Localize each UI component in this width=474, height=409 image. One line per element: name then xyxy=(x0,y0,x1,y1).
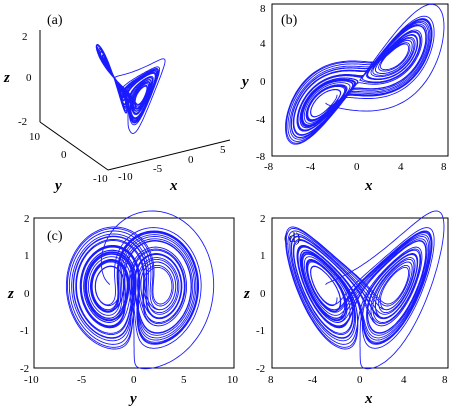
trajectory-d xyxy=(285,210,445,370)
y-tick-label: -2 xyxy=(20,363,29,375)
y-axis-label: z xyxy=(7,286,14,302)
y-tick-label: -1 xyxy=(256,325,265,337)
x-tick-label: -5 xyxy=(153,163,163,175)
y-tick-label: 0 xyxy=(61,149,67,161)
y-tick-label: 0 xyxy=(260,76,266,88)
y-axis-label: y xyxy=(53,178,62,194)
x-tick-label: -10 xyxy=(24,374,39,386)
x-tick-label: -4 xyxy=(308,374,318,386)
panel-label-b: (b) xyxy=(281,13,298,28)
plot-frame-c xyxy=(33,217,235,369)
plot-frame-b xyxy=(271,3,449,157)
y-tick-label: -2 xyxy=(256,363,265,375)
x-tick-label: 8 xyxy=(442,374,448,386)
x-tick-label: -4 xyxy=(306,161,316,173)
panel-d: (d) 2 1 0 -1 -2 z 8 -4 0 4 8 x xyxy=(243,210,449,407)
x-tick-label: 0 xyxy=(354,161,360,173)
y-tick-label: 10 xyxy=(29,131,41,143)
y-axis-label: y xyxy=(240,74,249,90)
trajectory-c xyxy=(65,210,215,370)
x-tick-label: 4 xyxy=(398,161,404,173)
trajectory-b xyxy=(285,3,445,145)
x-tick-label: -8 xyxy=(264,161,274,173)
z-tick-label: 2 xyxy=(22,31,28,43)
y-tick-label: 1 xyxy=(24,250,30,262)
y-axis-line xyxy=(39,121,109,171)
z-tick-label: 0 xyxy=(26,72,32,84)
x-axis-label: x xyxy=(364,391,373,407)
trajectory-line xyxy=(285,3,445,145)
panel-label-c: (c) xyxy=(47,229,63,244)
y-axis-label: z xyxy=(243,286,250,302)
x-tick-label: 8 xyxy=(441,161,447,173)
trajectory-line xyxy=(65,210,215,370)
y-tick-label: -10 xyxy=(93,173,108,185)
x-tick-label: 0 xyxy=(188,154,194,166)
x-tick-label: 10 xyxy=(227,374,239,386)
trajectory-line xyxy=(285,210,445,370)
y-tick-label: 0 xyxy=(24,288,30,300)
x-tick-label: -10 xyxy=(118,171,133,183)
panel-a: (a) 2 0 -2 z 10 0 -10 y -10 -5 0 5 x xyxy=(3,13,231,194)
x-axis-label: x xyxy=(169,178,178,194)
x-tick-label: 0 xyxy=(357,374,363,386)
trajectory-line xyxy=(95,44,166,134)
y-tick-label: -8 xyxy=(256,151,266,163)
y-tick-label: 0 xyxy=(260,288,266,300)
x-tick-label: 0 xyxy=(131,374,137,386)
trajectory-a xyxy=(95,44,166,134)
y-tick-label: 4 xyxy=(260,38,266,50)
y-tick-label: 8 xyxy=(260,3,266,15)
y-tick-label: 2 xyxy=(24,213,30,225)
x-axis-label: y xyxy=(128,391,137,407)
x-axis-line xyxy=(107,139,231,171)
x-tick-label: 4 xyxy=(401,374,407,386)
x-tick-label: -5 xyxy=(77,374,87,386)
panel-c: (c) 2 1 0 -1 -2 z -10 -5 0 5 10 y xyxy=(7,210,239,407)
panel-label-a: (a) xyxy=(47,13,63,28)
panel-b: (b) 8 4 0 -4 -8 y -8 -4 0 4 8 x xyxy=(240,3,449,194)
x-tick-label: 5 xyxy=(220,144,226,156)
z-tick-label: -2 xyxy=(18,116,27,128)
y-tick-label: 2 xyxy=(260,213,266,225)
x-tick-label: 5 xyxy=(181,374,187,386)
x-axis-label: x xyxy=(364,178,373,194)
y-tick-label: -4 xyxy=(256,114,266,126)
z-axis-label: z xyxy=(3,70,10,86)
x-tick-label: 8 xyxy=(268,374,274,386)
y-tick-label: 1 xyxy=(260,250,266,262)
plot-frame-d xyxy=(271,217,449,369)
y-tick-label: -1 xyxy=(20,325,29,337)
